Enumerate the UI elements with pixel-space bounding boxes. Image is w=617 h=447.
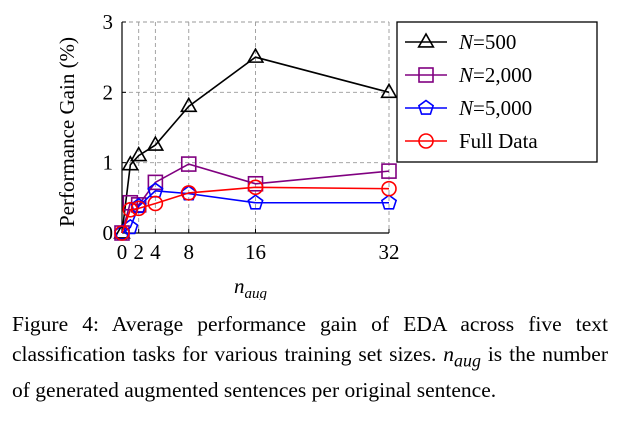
caption-line-3-rest: is the number of generated augmented sen… [12, 342, 608, 403]
y-tick-label: 1 [103, 151, 114, 175]
series-line [121, 189, 389, 234]
caption-line-2: text classification tasks for various tr… [12, 312, 609, 366]
data-point [180, 185, 197, 201]
x-tick-label: 8 [184, 240, 195, 264]
y-tick-label: 2 [103, 80, 114, 104]
data-point [247, 179, 264, 196]
x-axis-label: naug [234, 274, 268, 300]
legend-label: N=5,000 [458, 96, 532, 120]
series-layer [113, 47, 398, 241]
series-3 [114, 179, 397, 241]
data-point [114, 225, 130, 241]
x-tick-label: 32 [379, 240, 400, 264]
data-point [380, 194, 398, 210]
legend-entry: N=5,000 [405, 96, 532, 120]
series-line [121, 56, 390, 234]
x-tick-label: 4 [150, 240, 161, 264]
legend-box [396, 21, 598, 163]
x-axis-label-base: n [234, 274, 245, 298]
data-point [121, 155, 140, 171]
data-point [381, 180, 397, 197]
data-point [129, 146, 148, 162]
legend-label-value: =5,000 [473, 96, 532, 120]
legend-label-value: =500 [473, 30, 516, 54]
data-point [146, 135, 165, 151]
caption-line-3: naug is the number of generated augmente… [12, 342, 608, 402]
data-point [122, 201, 139, 218]
figure-caption: Figure 4: Average performance gain of ED… [12, 309, 608, 405]
data-point [130, 200, 147, 217]
series-line [121, 186, 390, 234]
legend-label-var: N [458, 96, 474, 120]
data-point [247, 194, 264, 210]
legend-label-value: Full Data [459, 129, 538, 153]
y-tick-label: 0 [103, 221, 114, 245]
caption-line-1: Figure 4: Average performance gain of ED… [12, 312, 562, 336]
data-point [380, 82, 398, 99]
data-point [147, 174, 164, 191]
x-tick-label: 2 [133, 240, 144, 264]
legend-marker [418, 133, 434, 149]
data-point [180, 156, 197, 172]
series-0 [113, 47, 398, 239]
legend-entry: N=500 [405, 30, 516, 54]
legend-label: Full Data [459, 129, 538, 153]
data-point [246, 47, 265, 63]
data-point [381, 163, 397, 179]
y-tick-label: 3 [103, 10, 114, 34]
legend-marker [417, 32, 435, 48]
y-axis-label: Performance Gain (%) [55, 37, 79, 227]
legend-label: N=500 [458, 30, 516, 54]
x-tick-label: 0 [117, 240, 128, 264]
legend-entry: Full Data [405, 129, 538, 153]
legend-entry: N=2,000 [405, 63, 532, 87]
data-point [180, 96, 198, 113]
x-tick-label: 16 [245, 240, 266, 264]
x-axis-label-subscript: aug [245, 286, 268, 300]
data-point [247, 175, 264, 192]
legend-label-var: N [458, 63, 474, 87]
legend-label-value: =2,000 [473, 63, 532, 87]
caption-line-4: per original sentence. [311, 378, 497, 403]
legend-marker [418, 67, 434, 83]
legend-label: N=2,000 [458, 63, 532, 87]
data-point [147, 195, 164, 212]
legend-label-var: N [458, 30, 474, 54]
caption-n-aug-var: n [443, 342, 455, 366]
caption-n-aug-sub: aug [454, 350, 481, 371]
legend-marker [417, 99, 435, 115]
